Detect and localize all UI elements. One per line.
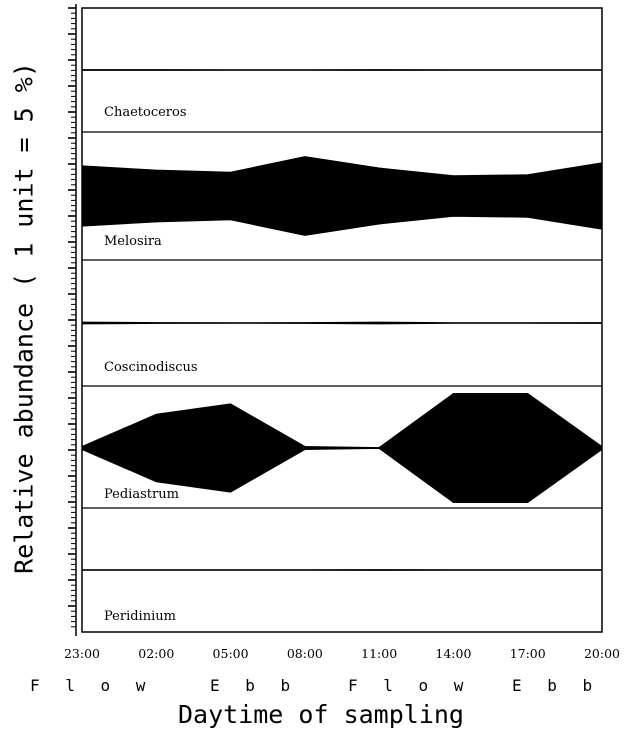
series-label: Melosira	[104, 234, 162, 249]
x-tick-label: 20:00	[584, 646, 620, 661]
x-axis-title: Daytime of sampling	[178, 700, 464, 729]
x-tick-label: 08:00	[287, 646, 323, 661]
kite-chaetoceros	[81, 69, 603, 71]
series-label: Peridinium	[104, 609, 176, 624]
tide-label: E b b	[210, 676, 299, 695]
series-label: Coscinodiscus	[104, 360, 198, 375]
plot-frame	[81, 7, 603, 633]
x-tick-label: 14:00	[435, 646, 471, 661]
series-label: Chaetoceros	[104, 105, 187, 120]
tide-label: F l o w	[30, 676, 154, 695]
tide-label: E b b	[512, 676, 601, 695]
tide-label: F l o w	[348, 676, 472, 695]
kite-melosira	[81, 156, 603, 236]
kite-coscinodiscus	[81, 321, 603, 325]
x-tick-label: 05:00	[213, 646, 249, 661]
x-tick-label: 17:00	[510, 646, 546, 661]
series-label: Pediastrum	[104, 487, 179, 502]
x-tick-label: 02:00	[138, 646, 174, 661]
y-axis-title: Relative abundance ( 1 unit = 5 %)	[9, 62, 39, 574]
kite-pediastrum	[81, 392, 603, 504]
kite-peridinium	[81, 569, 603, 571]
x-tick-label: 23:00	[64, 646, 100, 661]
x-tick-label: 11:00	[361, 646, 397, 661]
